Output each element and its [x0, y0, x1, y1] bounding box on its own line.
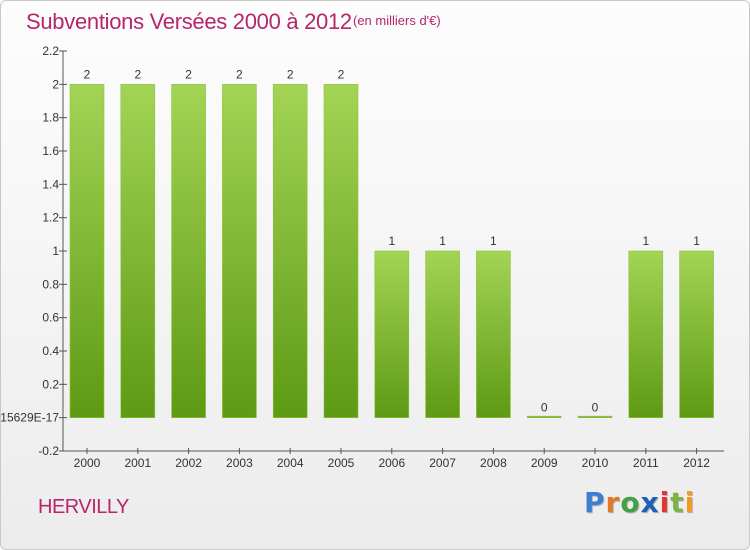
bar-2000 [69, 84, 105, 418]
y-tick-label: -15629E-17 [1, 411, 59, 425]
y-tick-label: 0.6 [42, 311, 59, 325]
bar-2010 [577, 415, 613, 418]
data-labels: 2 2 2 2 2 2 1 1 1 0 0 1 1 [84, 67, 701, 414]
data-label-2010: 0 [592, 401, 599, 415]
bar-2009 [526, 415, 562, 418]
data-label-2002: 2 [185, 67, 192, 81]
x-tick-label: 2001 [124, 456, 151, 470]
bar-2003 [222, 84, 257, 418]
bar-2002 [171, 84, 206, 418]
data-label-2008: 1 [490, 234, 497, 248]
chart-title: Subventions Versées 2000 à 2012 [26, 9, 352, 34]
bar-2006 [374, 250, 410, 418]
x-tick-label: 2005 [328, 456, 355, 470]
y-tick-label: 1.4 [42, 177, 59, 191]
axes: -0.2 -15629E-17 0.2 0.4 0.6 0.8 1 1.2 1.4 1.6 1.8 2… [1, 44, 724, 470]
x-tick-label: 2006 [378, 456, 405, 470]
x-tick-label: 2004 [277, 456, 304, 470]
proxiti-logo: Proxiti [584, 486, 696, 519]
x-tick-label: 2010 [582, 456, 609, 470]
bar-2008 [476, 250, 511, 418]
data-label-2004: 2 [287, 67, 294, 81]
bars [69, 84, 714, 418]
data-label-2003: 2 [236, 67, 243, 81]
y-tick-label: 0.8 [42, 277, 59, 291]
bar-2001 [120, 84, 156, 418]
bar-2012 [679, 250, 714, 418]
x-tick-label: 2011 [633, 456, 659, 470]
data-label-2012: 1 [693, 234, 700, 248]
y-tick-label: 1.6 [42, 144, 59, 158]
data-label-2006: 1 [388, 234, 395, 248]
x-tick-label: 2007 [429, 456, 456, 470]
y-tick-label: 1.8 [42, 111, 59, 125]
x-tick-label: 2008 [480, 456, 507, 470]
data-label-2009: 0 [541, 401, 548, 415]
unit-note: (en milliers d'€) [353, 13, 441, 28]
y-tick-label: 1 [52, 244, 59, 258]
bar-2007 [425, 250, 460, 418]
x-tick-label: 2000 [74, 456, 101, 470]
x-tick-label: 2012 [683, 456, 710, 470]
x-tick-label: 2002 [175, 456, 202, 470]
x-tick-label: 2009 [531, 456, 558, 470]
data-label-2001: 2 [134, 67, 141, 81]
bar-2004 [272, 84, 308, 418]
data-label-2005: 2 [338, 67, 345, 81]
bar-2005 [323, 84, 359, 418]
commune-name: HERVILLY [38, 496, 129, 518]
y-tick-label: 0.4 [42, 344, 59, 358]
data-label-2007: 1 [439, 234, 446, 248]
bar-2011 [628, 250, 664, 418]
y-tick-label: 2 [52, 77, 59, 91]
y-tick-label: -0.2 [38, 444, 59, 458]
x-tick-label: 2003 [226, 456, 253, 470]
y-tick-label: 0.2 [42, 377, 59, 391]
y-tick-label: 1.2 [42, 211, 59, 225]
data-label-2000: 2 [84, 67, 91, 81]
data-label-2011: 1 [642, 234, 649, 248]
y-tick-label: 2.2 [42, 44, 59, 58]
